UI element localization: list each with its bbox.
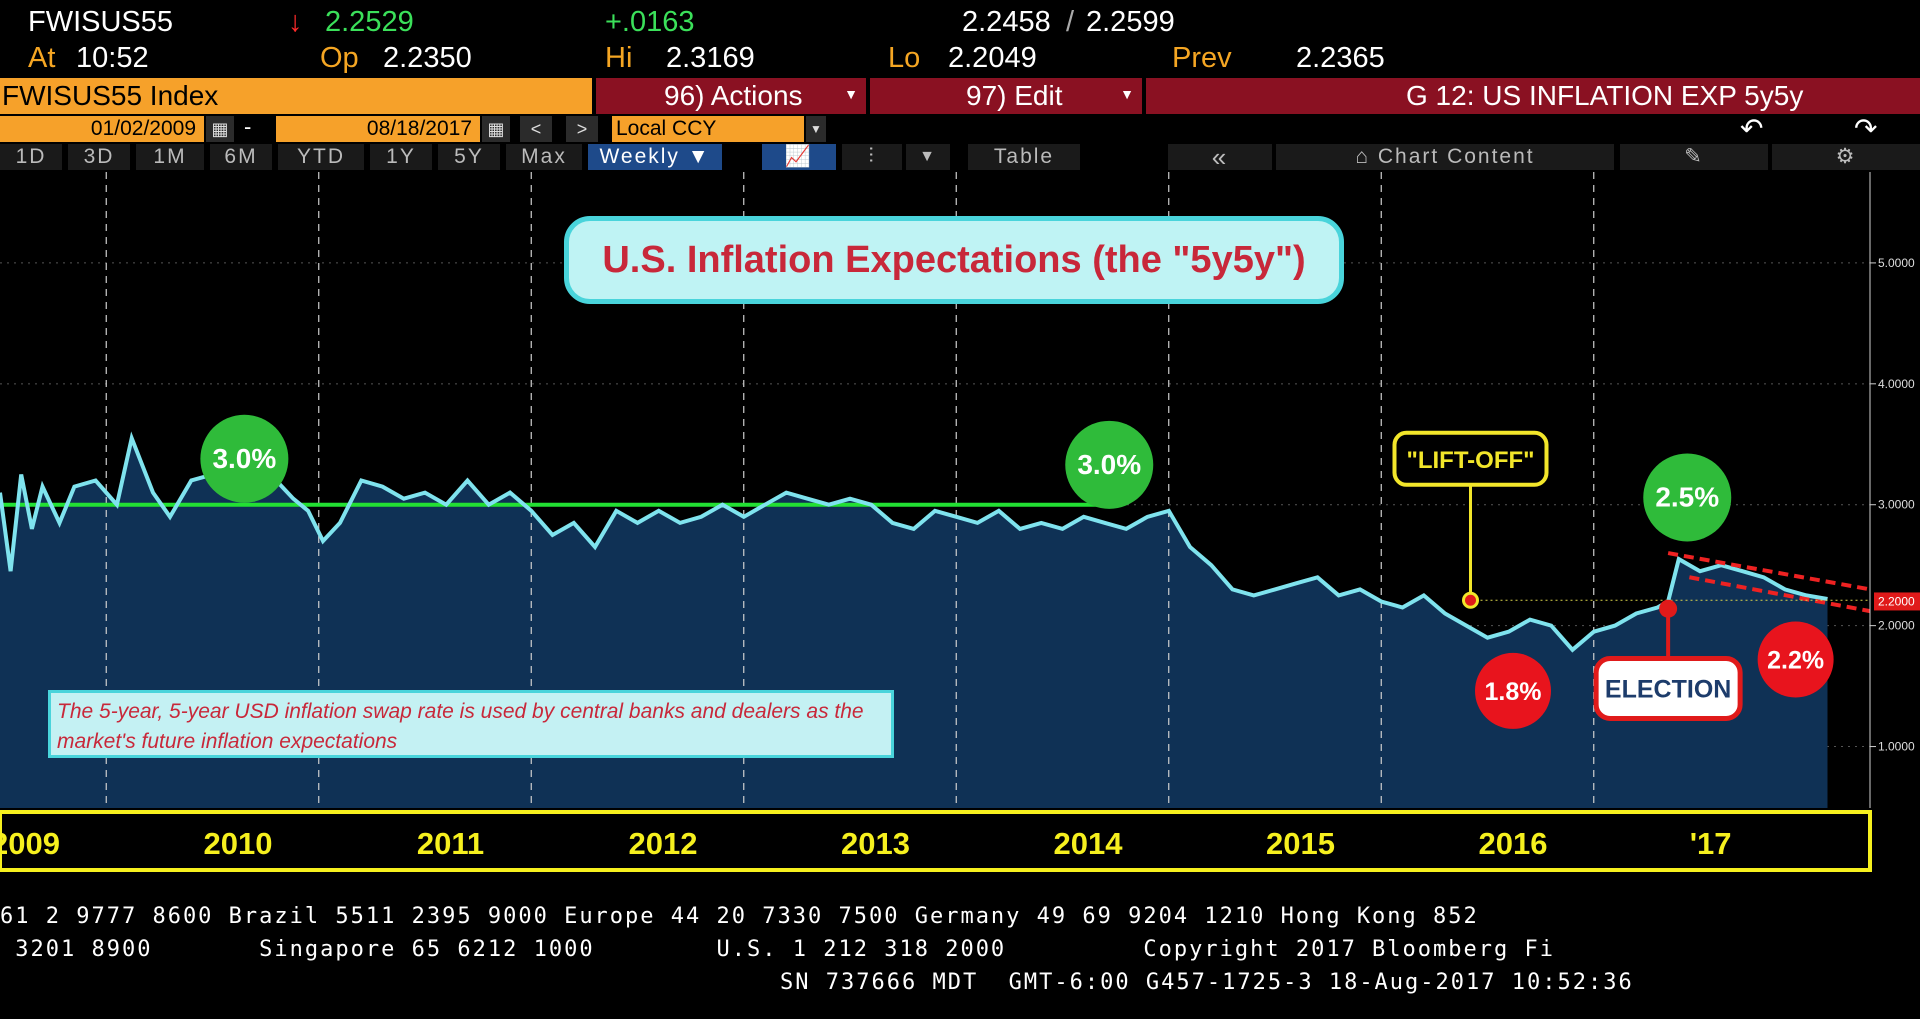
calendar-icon[interactable]: ▦ — [482, 116, 510, 142]
green-marker — [1643, 453, 1732, 542]
frequency-select[interactable]: Weekly ▼ — [588, 144, 722, 170]
chart-title-bar: G 12: US INFLATION EXP 5y5y — [1146, 78, 1920, 114]
caret-down-icon: ▼ — [844, 86, 858, 102]
gear-icon[interactable]: ⚙ — [1772, 144, 1920, 170]
range-1y[interactable]: 1Y — [370, 144, 432, 170]
caret-down-icon[interactable]: ▼ — [906, 144, 950, 170]
green-marker — [200, 414, 289, 503]
year-label: 2013 — [841, 826, 910, 861]
y-tick-label: 2.0000 — [1878, 619, 1915, 633]
callout-point — [1659, 599, 1678, 618]
range-5y[interactable]: 5Y — [438, 144, 500, 170]
chart-title: G 12: US INFLATION EXP 5y5y — [1406, 80, 1804, 111]
range-3d[interactable]: 3D — [68, 144, 130, 170]
prev-value: 2.2365 — [1296, 42, 1385, 74]
redo-icon[interactable]: ↷ — [1854, 113, 1878, 144]
trend-line-upper — [1667, 551, 1871, 592]
undo-icon[interactable]: ↶ — [1740, 113, 1764, 144]
last-value-label: 2.2000 — [1878, 594, 1915, 608]
year-label: 2014 — [1054, 826, 1124, 861]
red-marker — [1757, 621, 1834, 698]
chevron-right-icon[interactable]: > — [566, 116, 598, 142]
collapse-icon[interactable]: « — [1168, 144, 1272, 170]
range-ytd[interactable]: YTD — [278, 144, 364, 170]
year-band — [0, 810, 1872, 872]
footer-line-1: 61 2 9777 8600 Brazil 5511 2395 9000 Eur… — [0, 904, 1479, 929]
chart-content-button[interactable]: ⌂ Chart Content — [1276, 144, 1614, 170]
security-name[interactable]: FWISUS55 Index — [0, 78, 592, 114]
chart-content-label: Chart Content — [1377, 145, 1535, 168]
open-label: Op — [320, 42, 359, 74]
range-1m[interactable]: 1M — [136, 144, 204, 170]
last-value-tag — [1874, 592, 1920, 611]
y-tick-label: 4.0000 — [1878, 377, 1915, 391]
bid-ask-separator: / — [1066, 6, 1075, 38]
bar-style-icon[interactable]: ⫶ — [842, 144, 902, 170]
range-toolbar: 1D 3D 1M 6M YTD 1Y 5Y Max Weekly ▼ 📈 ⫶ ▼… — [0, 144, 1920, 170]
green-marker — [1065, 420, 1154, 509]
actions-menu[interactable]: 96) Actions ▼ — [596, 78, 866, 114]
caret-down-icon[interactable]: ▼ — [806, 116, 826, 142]
callout-label: "LIFT-OFF" — [1406, 447, 1534, 474]
year-label: 2012 — [629, 826, 698, 861]
footer-line-2: 3201 8900 Singapore 65 6212 1000 U.S. 1 … — [0, 937, 1556, 962]
year-label: 2015 — [1266, 826, 1335, 861]
edit-label: 97) Edit — [966, 80, 1063, 111]
chart-note-box: The 5-year, 5-year USD inflation swap ra… — [48, 690, 894, 758]
chart-content-icon: ⌂ — [1355, 145, 1378, 168]
callout-box — [1593, 656, 1743, 722]
bid-price: 2.2458 — [962, 6, 1051, 38]
chart-title-box: U.S. Inflation Expectations (the "5y5y") — [564, 216, 1344, 304]
last-price: 2.2529 — [325, 6, 414, 38]
at-label: At — [28, 42, 56, 74]
marker-label: 2.5% — [1655, 481, 1719, 512]
calendar-icon[interactable]: ▦ — [206, 116, 234, 142]
end-date-field[interactable]: 08/18/2017 — [276, 116, 480, 142]
range-max[interactable]: Max — [506, 144, 582, 170]
line-chart-icon[interactable]: 📈 — [762, 144, 836, 170]
year-label: 2016 — [1479, 826, 1548, 861]
edit-menu[interactable]: 97) Edit ▼ — [870, 78, 1142, 114]
chart-note-text: The 5-year, 5-year USD inflation swap ra… — [57, 700, 864, 753]
ticker-symbol: FWISUS55 — [28, 6, 174, 38]
year-label: 2011 — [417, 826, 484, 861]
quote-time: 10:52 — [76, 42, 149, 74]
trend-line-lower — [1689, 575, 1871, 614]
high-label: Hi — [605, 42, 633, 74]
marker-label: 3.0% — [1077, 449, 1141, 480]
footer-line-3: SN 737666 MDT GMT-6:00 G457-1725-3 18-Au… — [780, 970, 1634, 995]
high-value: 2.3169 — [666, 42, 755, 74]
callout-label: ELECTION — [1605, 676, 1731, 704]
marker-label: 2.2% — [1767, 646, 1824, 674]
year-label: 2010 — [204, 826, 273, 861]
table-button[interactable]: Table — [968, 144, 1080, 170]
red-marker — [1475, 652, 1551, 729]
low-value: 2.2049 — [948, 42, 1037, 74]
annotate-icon[interactable]: ✎ — [1620, 144, 1768, 170]
year-label: 2009 — [0, 826, 60, 861]
actions-label: 96) Actions — [664, 80, 803, 111]
year-label: '17 — [1690, 826, 1732, 861]
y-tick-label: 5.0000 — [1878, 256, 1915, 270]
currency-select[interactable]: Local CCY — [612, 116, 804, 142]
chart-title-text: U.S. Inflation Expectations (the "5y5y") — [602, 239, 1306, 281]
range-1d[interactable]: 1D — [0, 144, 62, 170]
range-6m[interactable]: 6M — [210, 144, 272, 170]
caret-down-icon: ▼ — [1120, 86, 1134, 102]
callout-box — [1392, 430, 1549, 487]
prev-label: Prev — [1172, 42, 1232, 74]
marker-label: 1.8% — [1485, 678, 1542, 706]
net-change: +.0163 — [605, 6, 695, 38]
down-arrow-icon: ↓ — [288, 6, 303, 38]
y-tick-label: 1.0000 — [1878, 740, 1915, 754]
ask-price: 2.2599 — [1086, 6, 1175, 38]
low-label: Lo — [888, 42, 921, 74]
marker-label: 3.0% — [212, 443, 276, 474]
start-date-field[interactable]: 01/02/2009 — [0, 116, 204, 142]
chevron-left-icon[interactable]: < — [520, 116, 552, 142]
callout-point — [1462, 591, 1479, 609]
date-range-dash: - — [244, 114, 252, 139]
y-tick-label: 3.0000 — [1878, 498, 1915, 512]
open-value: 2.2350 — [383, 42, 472, 74]
